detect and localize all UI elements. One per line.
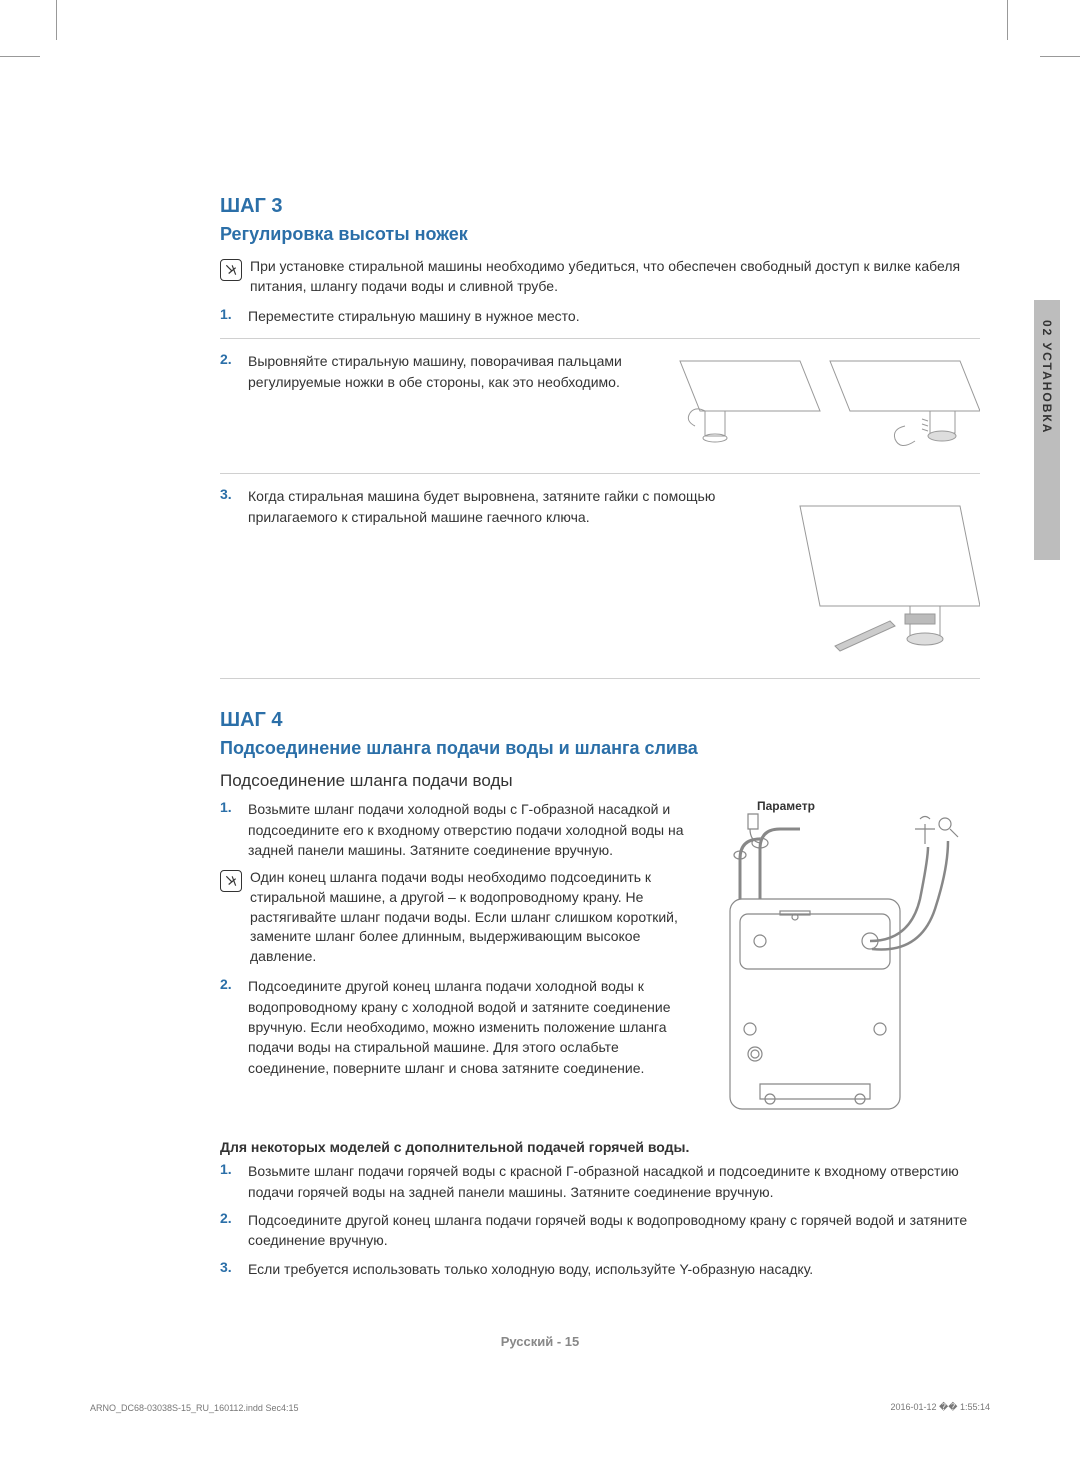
list-number: 3.	[220, 486, 238, 527]
list-number: 1.	[220, 799, 238, 860]
step3-row2: 2. Выровняйте стиральную машину, поворач…	[220, 351, 980, 461]
step3-item1: 1. Переместите стиральную машину в нужно…	[220, 306, 980, 326]
hot-item3: 3. Если требуется использовать только хо…	[220, 1259, 980, 1279]
step4-item1: 1. Возьмите шланг подачи холодной воды с…	[220, 799, 690, 860]
crop-mark	[1007, 0, 1008, 40]
list-number: 2.	[220, 976, 238, 1077]
footer-right: 2016-01-12 �� 1:55:14	[890, 1402, 990, 1413]
list-number: 3.	[220, 1259, 238, 1279]
note-icon	[220, 259, 242, 281]
list-number: 1.	[220, 306, 238, 326]
figure-wrench	[780, 486, 980, 666]
divider	[220, 473, 980, 474]
note-text: При установке стиральной машины необходи…	[250, 257, 980, 296]
step4-row: 1. Возьмите шланг подачи холодной воды с…	[220, 799, 980, 1129]
list-text: Выровняйте стиральную машину, поворачива…	[248, 351, 650, 392]
list-text: Возьмите шланг подачи холодной воды с Г-…	[248, 799, 690, 860]
step3-number: ШАГ 3	[220, 195, 980, 218]
list-text: Возьмите шланг подачи горячей воды с кра…	[248, 1161, 980, 1202]
side-tab: 02 УСТАНОВКА	[1034, 300, 1060, 560]
crop-mark	[0, 56, 40, 57]
step3-title: Регулировка высоты ножек	[220, 224, 980, 245]
list-text: Когда стиральная машина будет выровнена,…	[248, 486, 760, 527]
note-icon	[220, 870, 242, 892]
divider	[220, 338, 980, 339]
step4-title: Подсоединение шланга подачи воды и шланг…	[220, 738, 980, 759]
step3-row3: 3. Когда стиральная машина будет выровне…	[220, 486, 980, 666]
figure-washer-hose: Параметр	[710, 799, 980, 1129]
step4-section: ШАГ 4 Подсоединение шланга подачи воды и…	[220, 709, 980, 1278]
hot-item1: 1. Возьмите шланг подачи горячей воды с …	[220, 1161, 980, 1202]
step4-number: ШАГ 4	[220, 709, 980, 732]
list-text: Подсоедините другой конец шланга подачи …	[248, 976, 690, 1077]
footer-left: ARNO_DC68-03038S-15_RU_160112.indd Sec4:…	[90, 1403, 298, 1413]
hot-water-title: Для некоторых моделей с дополнительной п…	[220, 1139, 980, 1155]
divider	[220, 678, 980, 679]
page-content: 02 УСТАНОВКА ШАГ 3 Регулировка высоты но…	[220, 195, 980, 1287]
list-number: 2.	[220, 351, 238, 392]
step3-item2: 2. Выровняйте стиральную машину, поворач…	[220, 351, 650, 392]
list-text: Подсоедините другой конец шланга подачи …	[248, 1210, 980, 1251]
parameter-label: Параметр	[755, 799, 817, 813]
list-number: 1.	[220, 1161, 238, 1202]
note-text: Один конец шланга подачи воды необходимо…	[250, 868, 690, 966]
crop-mark	[1040, 56, 1080, 57]
step4-item2: 2. Подсоедините другой конец шланга пода…	[220, 976, 690, 1077]
footer-page-number: Русский - 15	[501, 1334, 580, 1349]
hot-item2: 2. Подсоедините другой конец шланга пода…	[220, 1210, 980, 1251]
list-text: Переместите стиральную машину в нужное м…	[248, 306, 580, 326]
figure-leveling-legs	[670, 351, 980, 461]
crop-mark	[56, 0, 57, 40]
side-tab-label: 02 УСТАНОВКА	[1040, 320, 1054, 434]
step4-note: Один конец шланга подачи воды необходимо…	[220, 868, 690, 966]
step4-subtitle: Подсоединение шланга подачи воды	[220, 771, 980, 791]
step3-item3: 3. Когда стиральная машина будет выровне…	[220, 486, 760, 527]
list-number: 2.	[220, 1210, 238, 1251]
step3-note: При установке стиральной машины необходи…	[220, 257, 980, 296]
list-text: Если требуется использовать только холод…	[248, 1259, 813, 1279]
